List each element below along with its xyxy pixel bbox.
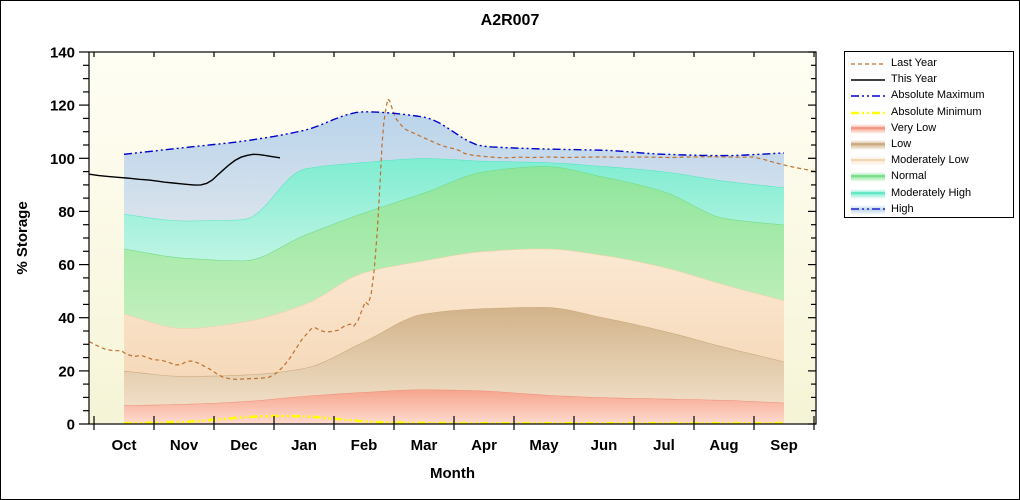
legend-label: Low [891, 138, 912, 151]
x-tick-label: Feb [351, 437, 378, 454]
this-year-line [89, 153, 281, 186]
absolute-minimum-line [123, 414, 785, 424]
legend-swatch-high [851, 203, 885, 215]
legend-swatch-absolute-maximum [851, 89, 885, 101]
x-tick-label: Oct [111, 437, 136, 454]
x-tick-label: Jun [591, 437, 618, 454]
legend-swatch-very-low [851, 122, 885, 134]
x-tick-label: Nov [170, 437, 199, 454]
last-year-line [89, 97, 816, 381]
legend-item-absolute-maximum: Absolute Maximum [851, 87, 1013, 103]
bands-group [123, 111, 785, 424]
legend-label: Absolute Maximum [891, 89, 985, 102]
y-tick-label: 120 [50, 98, 75, 115]
x-axis-title: Month [430, 465, 475, 482]
y-tick-label: 140 [50, 45, 75, 62]
x-tick-label: Jul [653, 437, 675, 454]
legend-label: Very Low [891, 121, 937, 134]
y-tick-label: 40 [58, 310, 75, 327]
legend-label: Last Year [891, 57, 937, 70]
y-tick-label: 0 [67, 417, 75, 434]
absolute-maximum-line [123, 111, 785, 157]
legend-item-high: High [851, 201, 1013, 217]
x-tick-label: May [529, 437, 559, 454]
legend-item-this-year: This Year [851, 71, 1013, 87]
legend-label: High [891, 202, 914, 215]
y-axis-title: % Storage [14, 201, 31, 274]
x-tick-label: Aug [709, 437, 738, 454]
legend-swatch-normal [851, 170, 885, 183]
x-tick-label: Dec [230, 437, 258, 454]
chart-title: A2R007 [480, 12, 540, 29]
legend-swatch-moderately-high [851, 187, 885, 199]
x-tick-label: Sep [770, 437, 798, 454]
legend-item-moderately-high: Moderately High [851, 185, 1013, 201]
band-moderately_low [124, 248, 784, 377]
band-moderately_high [124, 158, 784, 261]
lines-group [89, 97, 816, 424]
legend-label: Normal [891, 170, 927, 183]
legend-item-absolute-minimum: Absolute Minimum [851, 104, 1013, 120]
legend-swatch-low [851, 138, 885, 151]
legend-label: Absolute Minimum [891, 105, 982, 118]
legend-item-moderately-low: Moderately Low [851, 152, 1013, 168]
legend-swatch-this-year [851, 73, 885, 85]
legend-item-low: Low [851, 136, 1013, 152]
legend-swatch-absolute-minimum [851, 106, 885, 118]
x-tick-label: Mar [411, 437, 438, 454]
y-tick-label: 60 [58, 257, 75, 274]
y-tick-label: 80 [58, 204, 75, 221]
x-tick-label: Apr [471, 437, 497, 454]
legend: Last Year This Year Absolute Maximum Abs… [844, 51, 1014, 218]
x-tick-label: Jan [291, 437, 317, 454]
legend-swatch-last-year [851, 57, 885, 69]
legend-item-very-low: Very Low [851, 120, 1013, 136]
y-tick-label: 20 [58, 363, 75, 380]
legend-label: Moderately High [891, 186, 972, 199]
y-tick-label: 100 [50, 151, 75, 168]
band-high [124, 111, 784, 221]
band-normal [124, 166, 784, 329]
band-low [124, 307, 784, 406]
legend-label: Moderately Low [891, 154, 969, 167]
legend-item-normal: Normal [851, 168, 1013, 184]
legend-label: This Year [891, 73, 937, 86]
legend-swatch-moderately-low [851, 154, 885, 167]
legend-item-last-year: Last Year [851, 55, 1013, 71]
